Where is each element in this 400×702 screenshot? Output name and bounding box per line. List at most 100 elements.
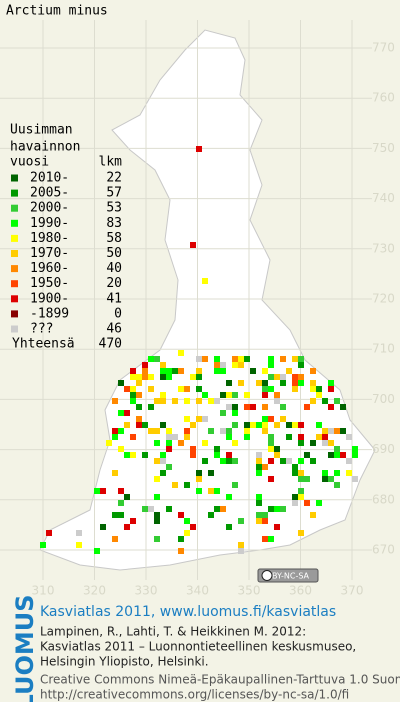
legend-swatch	[11, 295, 18, 303]
observation-square	[262, 536, 268, 542]
observation-square	[196, 146, 202, 152]
observation-square	[118, 512, 124, 518]
observation-square	[118, 488, 124, 494]
observation-square	[220, 506, 226, 512]
observation-square	[100, 524, 106, 530]
observation-square	[40, 542, 46, 548]
observation-square	[220, 362, 226, 368]
badge-text: BY-NC-SA	[272, 572, 310, 581]
observation-square	[298, 476, 304, 482]
observation-square	[154, 518, 160, 524]
grid: 310 320 330 340 350 360 370 770 760 750 740 730 720 7…	[0, 20, 395, 598]
observation-square	[316, 386, 322, 392]
observation-square	[250, 368, 256, 374]
legend-label: 2005-	[30, 186, 69, 201]
observation-square	[310, 380, 316, 386]
observation-square	[232, 392, 238, 398]
observation-square	[226, 392, 232, 398]
observation-square	[280, 416, 286, 422]
observation-square	[298, 494, 304, 500]
observation-square	[202, 392, 208, 398]
observation-square	[328, 452, 334, 458]
legend-count: 0	[114, 306, 122, 321]
observation-square	[214, 362, 220, 368]
observation-square	[262, 368, 268, 374]
legend-swatch	[11, 310, 18, 318]
observation-square	[268, 434, 274, 440]
observation-square	[160, 398, 166, 404]
observation-square	[118, 410, 124, 416]
x-grid-label: 310	[32, 584, 55, 598]
observation-square	[346, 470, 352, 476]
observation-square	[226, 494, 232, 500]
observation-square	[238, 362, 244, 368]
legend-heading: lkm	[99, 155, 123, 170]
legend-count: 22	[106, 171, 122, 186]
observation-square	[142, 362, 148, 368]
y-grid-label: 760	[372, 91, 395, 105]
observation-square	[304, 500, 310, 506]
observation-square	[136, 422, 142, 428]
species-title: Arctium minus	[6, 4, 108, 19]
observation-square	[298, 434, 304, 440]
observation-square	[292, 464, 298, 470]
observation-square	[322, 428, 328, 434]
observation-square	[310, 368, 316, 374]
observation-square	[130, 392, 136, 398]
observation-square	[304, 452, 310, 458]
observation-square	[268, 356, 274, 362]
observation-square	[310, 386, 316, 392]
observation-square	[262, 404, 268, 410]
y-grid-label: 750	[372, 141, 395, 155]
observation-square	[292, 386, 298, 392]
observation-square	[292, 356, 298, 362]
x-grid-label: 330	[135, 584, 158, 598]
observation-square	[142, 506, 148, 512]
observation-square	[304, 476, 310, 482]
observation-square	[208, 512, 214, 518]
observation-square	[256, 380, 262, 386]
observation-square	[346, 458, 352, 464]
observation-square	[274, 446, 280, 452]
y-grid-label: 740	[372, 191, 395, 205]
observation-square	[196, 470, 202, 476]
cc-badge: BY-NC-SA	[257, 568, 319, 583]
observation-square	[322, 434, 328, 440]
y-grid-label: 690	[372, 442, 395, 456]
observation-square	[124, 452, 130, 458]
observation-square	[274, 452, 280, 458]
observation-square	[274, 524, 280, 530]
observation-square	[178, 386, 184, 392]
observation-square	[184, 398, 190, 404]
observation-square	[148, 506, 154, 512]
observation-square	[214, 488, 220, 494]
legend-count: 40	[106, 261, 122, 276]
observation-square	[352, 446, 358, 452]
observation-square	[322, 476, 328, 482]
observation-square	[154, 512, 160, 518]
observation-square	[220, 410, 226, 416]
observation-square	[238, 356, 244, 362]
observation-square	[148, 404, 154, 410]
observation-square	[130, 452, 136, 458]
observation-square	[112, 398, 118, 404]
observation-square	[202, 278, 208, 284]
observation-square	[166, 434, 172, 440]
observation-square	[118, 500, 124, 506]
observation-square	[250, 404, 256, 410]
observation-square	[298, 440, 304, 446]
observation-square	[232, 440, 238, 446]
observation-square	[286, 368, 292, 374]
observation-square	[46, 530, 52, 536]
observation-square	[154, 476, 160, 482]
observation-square	[268, 446, 274, 452]
observation-square	[256, 470, 262, 476]
observation-square	[310, 398, 316, 404]
observation-square	[274, 374, 280, 380]
observation-square	[340, 428, 346, 434]
observation-square	[334, 470, 340, 476]
observation-square	[196, 356, 202, 362]
observation-square	[124, 386, 130, 392]
observation-square	[232, 404, 238, 410]
observation-square	[208, 398, 214, 404]
